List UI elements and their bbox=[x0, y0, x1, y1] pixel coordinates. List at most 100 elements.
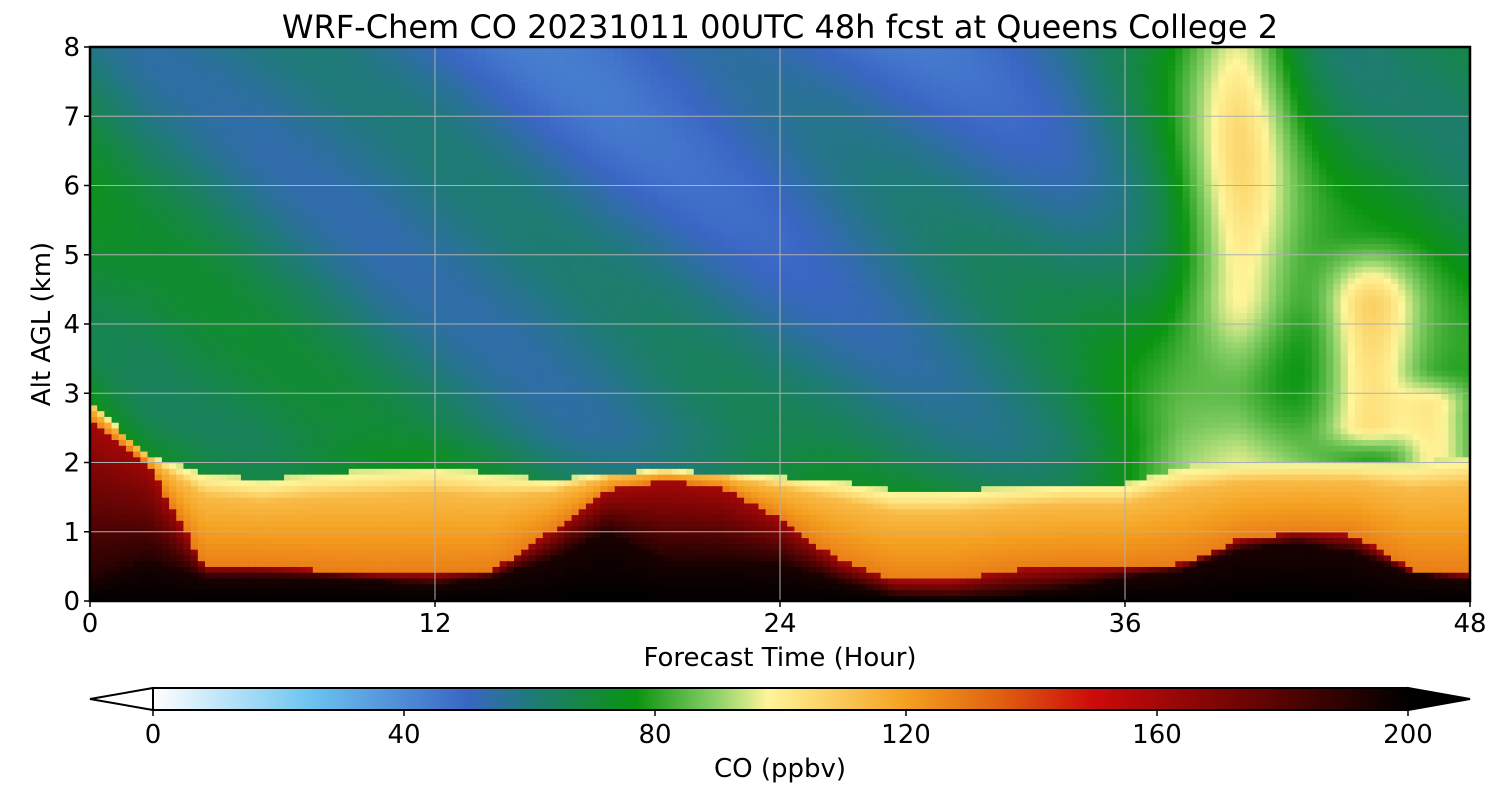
co-cell bbox=[377, 289, 386, 296]
co-cell bbox=[205, 549, 213, 556]
co-cell bbox=[269, 433, 278, 441]
co-cell bbox=[355, 58, 364, 65]
co-cell bbox=[262, 589, 271, 596]
co-cell bbox=[248, 162, 256, 169]
co-cell bbox=[197, 208, 206, 215]
co-cell bbox=[312, 479, 321, 487]
co-cell bbox=[104, 122, 113, 129]
co-cell bbox=[140, 474, 149, 481]
co-cell bbox=[140, 520, 149, 527]
co-cell bbox=[240, 416, 249, 423]
co-cell bbox=[240, 525, 249, 533]
co-cell bbox=[456, 110, 465, 117]
co-cell bbox=[125, 260, 134, 267]
co-cell bbox=[284, 352, 292, 360]
co-cell bbox=[399, 525, 407, 533]
co-cell bbox=[197, 341, 206, 348]
co-cell bbox=[406, 370, 415, 377]
co-cell bbox=[348, 433, 357, 441]
co-cell bbox=[291, 474, 300, 481]
co-cell bbox=[456, 185, 465, 192]
co-cell bbox=[420, 439, 429, 446]
co-cell bbox=[320, 133, 328, 140]
co-cell bbox=[97, 116, 105, 123]
co-cell bbox=[169, 81, 177, 88]
co-cell bbox=[205, 589, 213, 596]
co-cell bbox=[140, 70, 149, 77]
co-cell bbox=[456, 554, 465, 562]
co-cell bbox=[442, 479, 450, 487]
co-cell bbox=[111, 381, 120, 389]
co-cell bbox=[104, 456, 113, 464]
co-cell bbox=[133, 427, 141, 435]
co-cell bbox=[133, 214, 141, 221]
co-cell bbox=[384, 150, 393, 158]
co-cell bbox=[456, 485, 465, 492]
co-cell bbox=[111, 266, 120, 273]
co-cell bbox=[399, 93, 407, 100]
co-cell bbox=[147, 306, 156, 314]
co-cell bbox=[427, 104, 436, 112]
co-cell bbox=[370, 110, 379, 117]
co-cell bbox=[205, 93, 213, 100]
co-cell bbox=[269, 283, 278, 290]
co-cell bbox=[240, 214, 249, 221]
co-cell bbox=[413, 531, 422, 539]
co-cell bbox=[125, 479, 134, 487]
co-cell bbox=[413, 508, 422, 516]
co-cell bbox=[133, 237, 141, 244]
co-cell bbox=[420, 150, 429, 158]
co-cell bbox=[377, 133, 386, 140]
co-cell bbox=[320, 75, 328, 83]
co-cell bbox=[255, 543, 264, 550]
co-cell bbox=[133, 318, 141, 325]
co-cell bbox=[435, 133, 443, 140]
co-cell bbox=[406, 375, 415, 383]
co-cell bbox=[140, 381, 149, 389]
co-cell bbox=[255, 468, 264, 475]
co-cell bbox=[456, 139, 465, 146]
co-cell bbox=[161, 248, 170, 256]
co-cell bbox=[384, 318, 393, 325]
co-cell bbox=[248, 520, 256, 527]
co-cell bbox=[334, 47, 343, 54]
co-cell bbox=[456, 577, 465, 585]
co-cell bbox=[334, 300, 343, 308]
co-cell bbox=[183, 214, 192, 221]
co-cell bbox=[320, 145, 328, 152]
co-cell bbox=[147, 104, 156, 112]
co-cell bbox=[399, 312, 407, 319]
co-cell bbox=[298, 254, 307, 262]
co-cell bbox=[97, 237, 105, 244]
co-cell bbox=[205, 162, 213, 169]
co-cell bbox=[169, 537, 177, 544]
co-cell bbox=[370, 358, 379, 365]
co-cell bbox=[391, 514, 400, 521]
co-cell bbox=[363, 254, 371, 262]
co-cell bbox=[97, 145, 105, 152]
co-cell bbox=[205, 202, 213, 210]
co-cell bbox=[255, 145, 264, 152]
co-cell bbox=[161, 456, 170, 464]
co-cell bbox=[255, 404, 264, 412]
co-cell bbox=[427, 64, 436, 71]
co-cell bbox=[140, 439, 149, 446]
co-cell bbox=[125, 98, 134, 106]
co-cell bbox=[427, 554, 436, 562]
co-cell bbox=[169, 491, 177, 498]
co-cell bbox=[312, 254, 321, 262]
co-cell bbox=[111, 243, 120, 250]
co-cell bbox=[399, 577, 407, 585]
co-cell bbox=[370, 220, 379, 227]
co-cell bbox=[442, 133, 450, 140]
co-cell bbox=[320, 122, 328, 129]
co-cell bbox=[161, 433, 170, 441]
co-cell bbox=[248, 168, 256, 175]
co-cell bbox=[205, 520, 213, 527]
co-cell bbox=[233, 110, 242, 117]
co-cell bbox=[456, 127, 465, 135]
co-cell bbox=[219, 318, 228, 325]
co-cell bbox=[97, 295, 105, 302]
co-cell bbox=[190, 266, 199, 273]
co-cell bbox=[97, 531, 105, 539]
